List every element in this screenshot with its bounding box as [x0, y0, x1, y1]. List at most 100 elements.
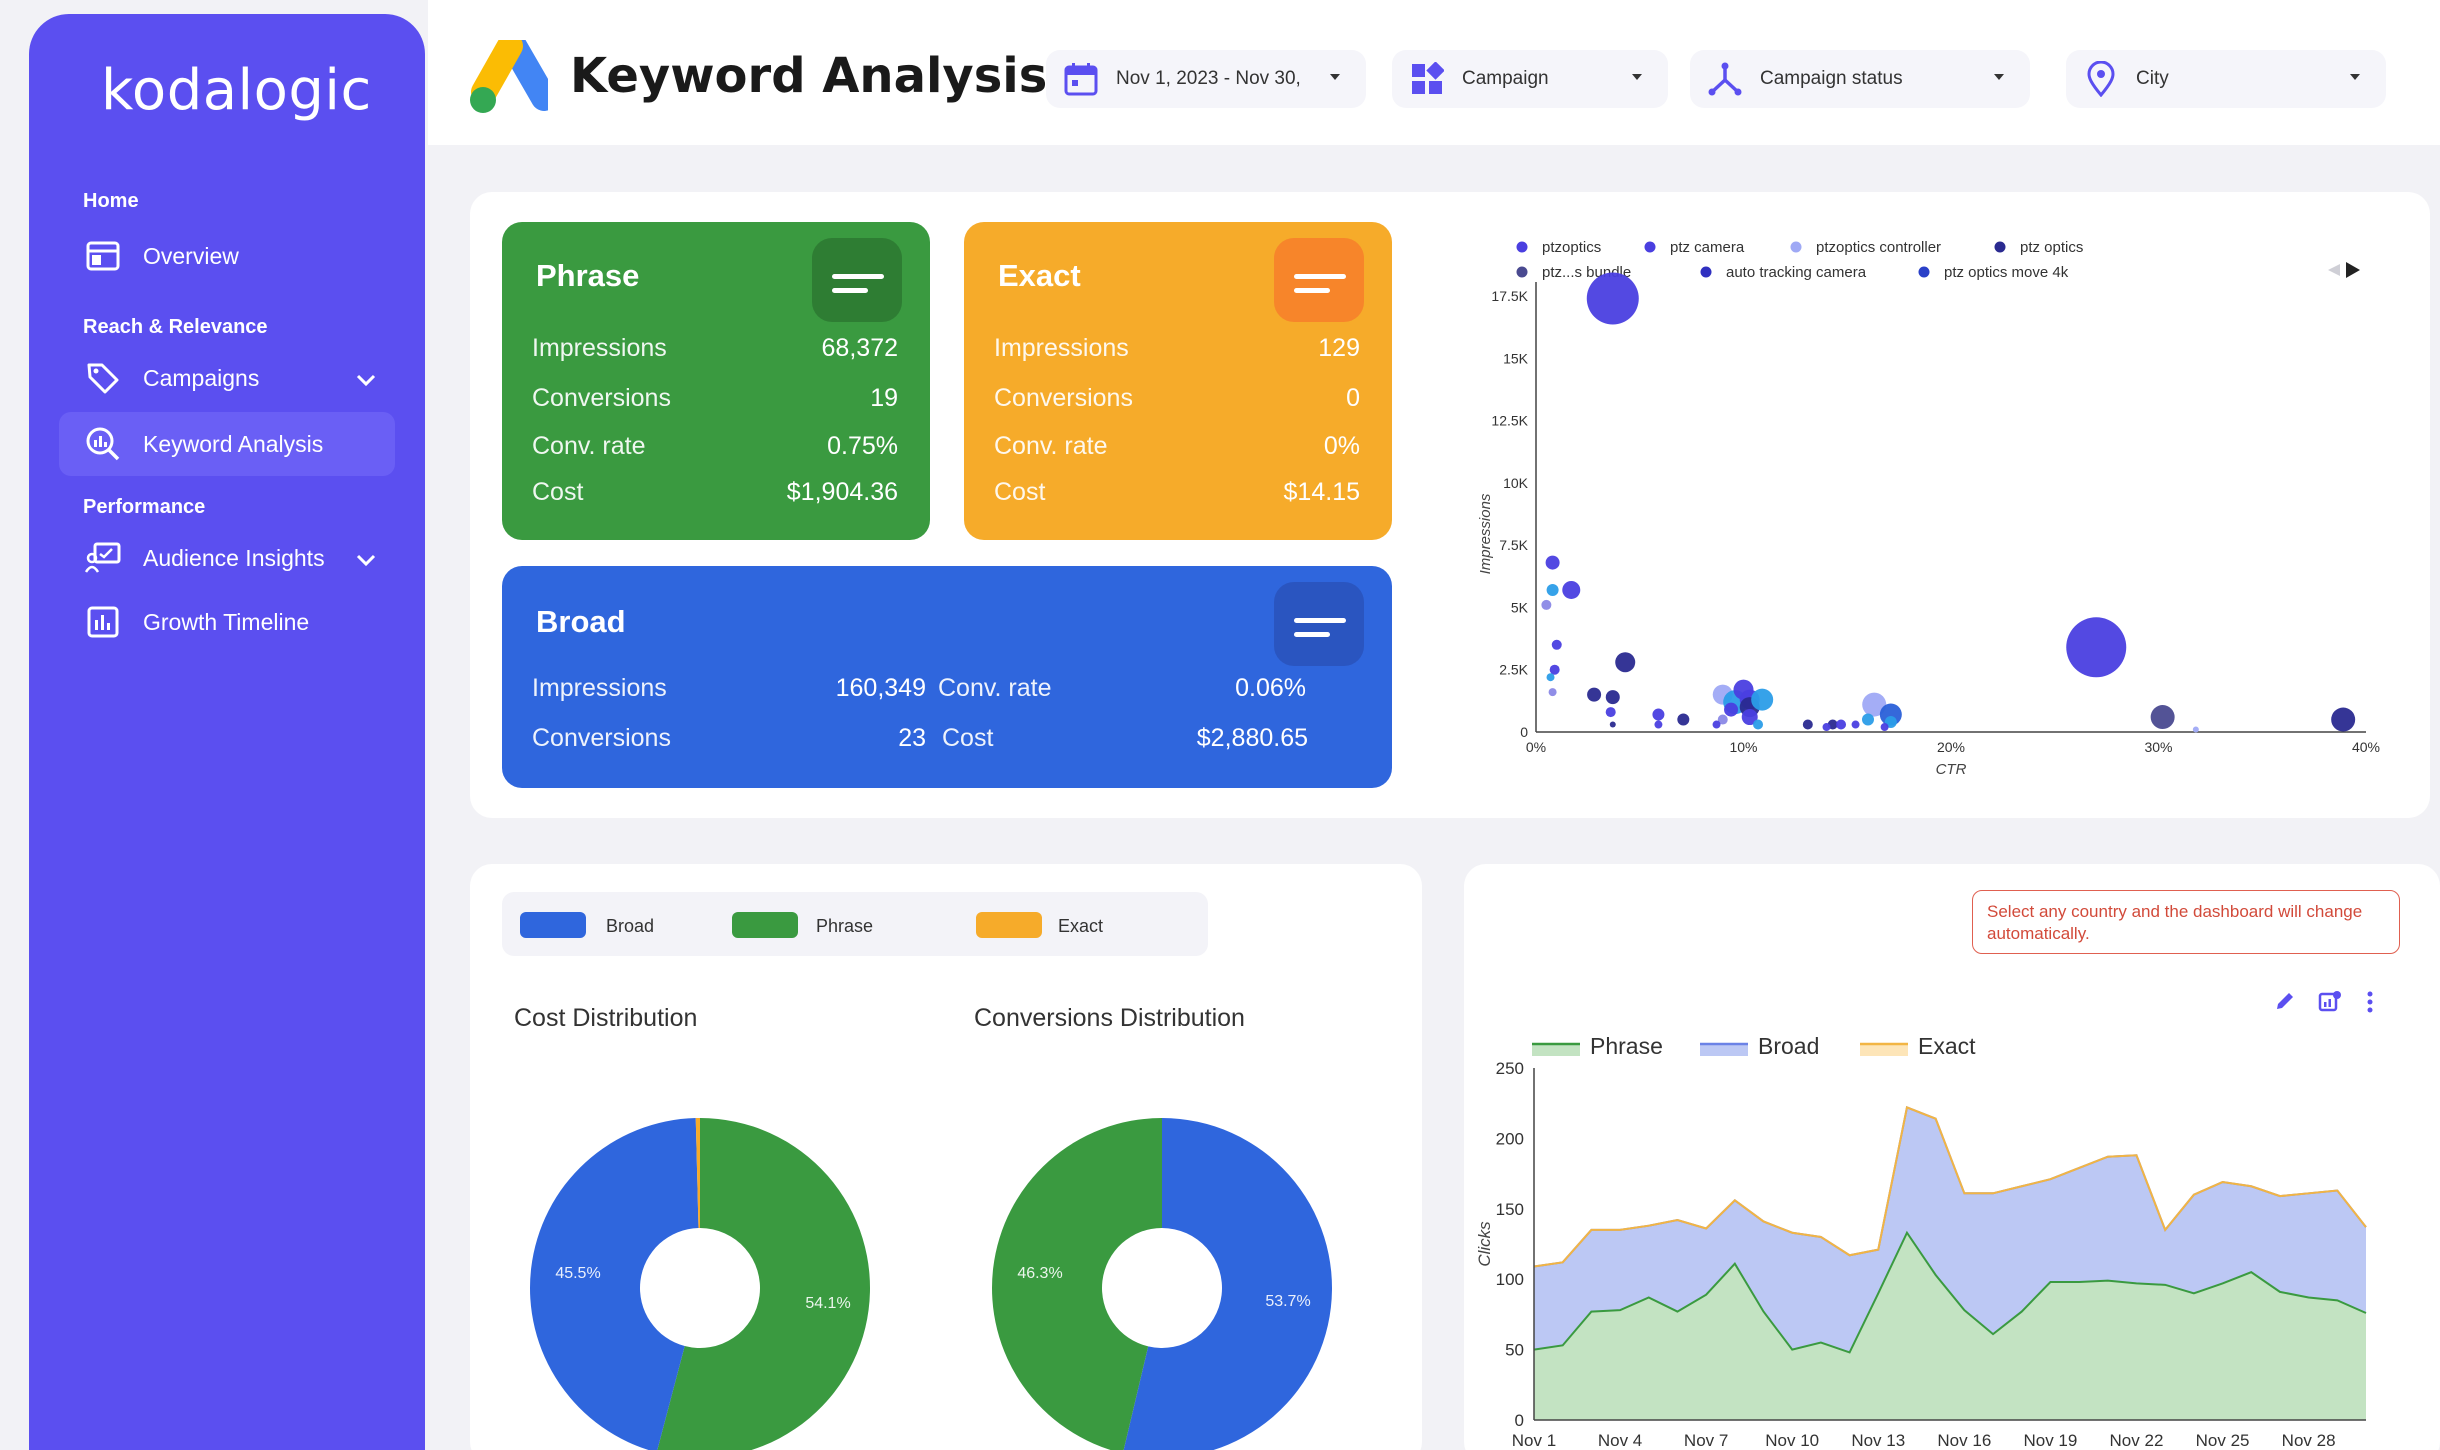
section-reach: Reach & Relevance: [83, 316, 268, 338]
legend-swatch-broad: [520, 912, 586, 938]
sidebar: kodalogic Home Overview Reach & Relevanc…: [29, 14, 425, 1450]
y-tick-label: 7.5K: [1499, 537, 1528, 553]
scatter-point: [2331, 707, 2356, 732]
exact-cost: $14.15: [1283, 478, 1360, 506]
y-tick-label: 100: [1496, 1270, 1524, 1289]
brand-logo[interactable]: kodalogic: [101, 58, 372, 123]
caret-down-icon: [1632, 74, 1642, 80]
conversions-distribution-title: Conversions Distribution: [974, 1004, 1245, 1032]
pie-slice: [1123, 1118, 1332, 1450]
legend-label-exact: Exact: [1058, 916, 1104, 936]
scatter-point: [1753, 719, 1764, 730]
pie-slice: [657, 1118, 871, 1450]
scatter-point: [1615, 652, 1636, 673]
scatter-point: [1546, 673, 1555, 682]
city-filter-label: City: [2136, 68, 2169, 89]
metric-label: Impressions: [532, 334, 667, 362]
chart-settings-icon[interactable]: [2318, 990, 2342, 1019]
legend-dot: [1700, 266, 1712, 278]
scatter-point: [2066, 617, 2127, 678]
y-tick-label: 17.5K: [1491, 288, 1528, 304]
y-tick-label: 12.5K: [1491, 413, 1528, 429]
scatter-point: [1677, 713, 1690, 726]
campaign-status-filter[interactable]: Campaign status: [1690, 50, 2030, 108]
x-tick-label: Nov 7: [1684, 1431, 1728, 1450]
pie-slice: [992, 1118, 1162, 1450]
exact-conv-rate: 0%: [1323, 432, 1360, 460]
legend-label: ptz optics: [2020, 239, 2083, 256]
more-options-icon[interactable]: [2366, 990, 2374, 1019]
chevron-down-icon[interactable]: [355, 366, 377, 393]
x-tick-label: 40%: [2352, 739, 2380, 755]
page-title: Keyword Analysis: [570, 48, 1048, 104]
edit-pencil-icon[interactable]: [2274, 990, 2296, 1017]
sidebar-item-overview[interactable]: Overview: [59, 224, 395, 288]
scatter-point: [1724, 702, 1739, 717]
metric-label: Impressions: [994, 334, 1129, 362]
card-title: Broad: [536, 604, 626, 639]
metric-label: Conv. rate: [532, 432, 646, 460]
legend-dot: [1994, 241, 2006, 253]
sidebar-item-keyword-analysis[interactable]: Keyword Analysis: [59, 412, 395, 476]
scatter-point: [1549, 664, 1560, 675]
campaign-filter[interactable]: Campaign: [1392, 50, 1668, 108]
sidebar-item-audience-insights[interactable]: Audience Insights: [59, 526, 395, 590]
tag-icon: [85, 360, 121, 396]
legend-label: ptz optics move 4k: [1944, 264, 2069, 281]
x-tick-label: Nov 4: [1598, 1431, 1642, 1450]
legend-swatch: [1532, 1044, 1580, 1056]
browser-window-icon: [85, 238, 121, 274]
y-tick-label: 5K: [1511, 599, 1529, 615]
scatter-point: [1551, 639, 1562, 650]
scatter-point: [1836, 719, 1847, 730]
y-tick-label: 10K: [1503, 475, 1529, 491]
legend-dot: [1516, 266, 1528, 278]
metric-label: Conversions: [532, 384, 671, 412]
y-tick-label: 250: [1496, 1059, 1524, 1078]
match-type-legend: [502, 892, 1208, 956]
scatter-point: [1605, 690, 1620, 705]
legend-swatch-exact: [976, 912, 1042, 938]
sidebar-item-growth-timeline[interactable]: Growth Timeline: [59, 590, 395, 654]
sidebar-item-label: Keyword Analysis: [143, 430, 324, 457]
conversions-distribution-donut: 53.7% 46.3%: [992, 1118, 1332, 1450]
phrase-line: [1533, 1230, 2367, 1354]
audience-icon: [85, 540, 121, 576]
menu-lines-icon[interactable]: [1274, 238, 1364, 322]
campaign-status-label: Campaign status: [1760, 68, 1903, 89]
x-tick-label: 30%: [2144, 739, 2172, 755]
legend-dot: [1516, 241, 1528, 253]
impressions-vs-ctr-scatter: ptzoptics ptz camera ptzoptics controller p…: [1477, 239, 2380, 778]
caret-down-icon: [1330, 74, 1340, 80]
scatter-point: [1822, 723, 1831, 732]
chevron-down-icon[interactable]: [355, 546, 377, 573]
broad-conv-rate: 0.06%: [1235, 674, 1306, 702]
phrase-card: Phrase Impressions 68,372 Conversions 19 C…: [502, 222, 930, 540]
menu-lines-icon[interactable]: [812, 238, 902, 322]
x-tick-label: Nov 13: [1851, 1431, 1905, 1450]
scatter-point: [1562, 580, 1581, 599]
next-arrow-icon: [2346, 262, 2360, 278]
sidebar-item-label: Growth Timeline: [143, 608, 310, 635]
scatter-point: [1717, 714, 1728, 725]
legend-swatch-phrase: [732, 912, 798, 938]
legend-label: ptzoptics controller: [1816, 239, 1941, 256]
broad-card: Broad Impressions 160,349 Conversions 23 C…: [502, 566, 1392, 788]
x-tick-label: Nov 22: [2110, 1431, 2164, 1450]
metric-label: Conversions: [994, 384, 1133, 412]
x-tick-label: Nov 25: [2196, 1431, 2250, 1450]
section-home: Home: [83, 190, 139, 212]
x-tick-label: 20%: [1937, 739, 1965, 755]
legend-label: ptz camera: [1670, 239, 1745, 256]
city-filter[interactable]: City: [2066, 50, 2386, 108]
metric-label: Cost: [532, 478, 584, 506]
exact-conversions: 0: [1346, 384, 1360, 412]
metric-label: Conv. rate: [994, 432, 1108, 460]
date-range-filter[interactable]: Nov 1, 2023 - Nov 30,: [1046, 50, 1366, 108]
exact-line: [1533, 1106, 2367, 1268]
scatter-point: [2150, 705, 2175, 730]
menu-lines-icon[interactable]: [1274, 582, 1364, 666]
sidebar-item-campaigns[interactable]: Campaigns: [59, 346, 395, 410]
country-hint-note: Select any country and the dashboard wil…: [1972, 890, 2400, 954]
card-title: Phrase: [536, 258, 640, 293]
